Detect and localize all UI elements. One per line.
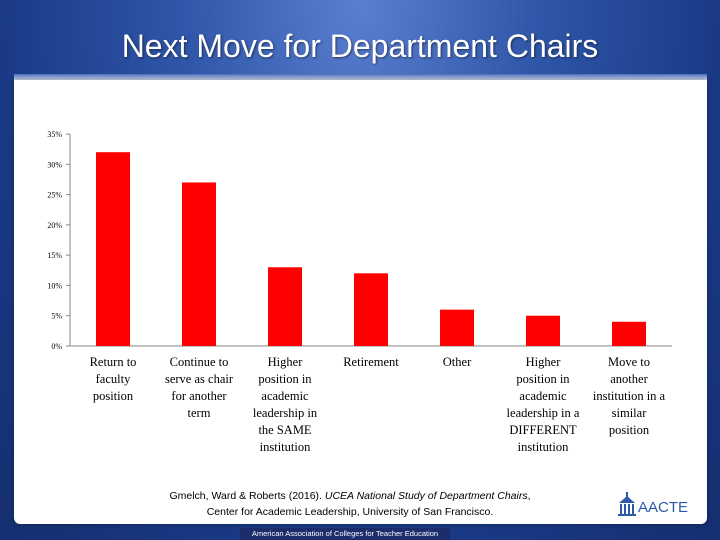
x-category-label: Higher position in academic leadership in a… bbox=[507, 355, 580, 454]
bar bbox=[268, 267, 302, 346]
aacte-logo: AACTE bbox=[616, 490, 702, 520]
bar bbox=[440, 309, 474, 346]
x-category-label: Other bbox=[443, 355, 472, 369]
citation-comma: , bbox=[527, 490, 531, 502]
bar bbox=[182, 182, 216, 346]
x-category-label: Continue to serve as chair for another term bbox=[165, 355, 234, 420]
bar bbox=[354, 273, 388, 346]
building-icon bbox=[618, 492, 636, 516]
panel-top-bar bbox=[14, 74, 707, 82]
bar bbox=[96, 152, 130, 346]
x-category-label: Return to faculty position bbox=[90, 355, 137, 403]
citation: Gmelch, Ward & Roberts (2016). UCEA Nati… bbox=[140, 488, 560, 520]
citation-study-title: UCEA National Study of Department Chairs bbox=[324, 490, 528, 502]
y-tick-label: 0% bbox=[51, 342, 62, 351]
citation-authors: Gmelch, Ward & Roberts (2016). bbox=[169, 490, 325, 502]
citation-source: Center for Academic Leadership, Universi… bbox=[206, 506, 494, 518]
logo-text: AACTE bbox=[638, 499, 689, 516]
bar bbox=[526, 315, 560, 346]
x-category-label: Retirement bbox=[343, 355, 399, 369]
y-tick-label: 10% bbox=[47, 281, 62, 290]
slide-title: Next Move for Department Chairs bbox=[121, 28, 599, 64]
y-tick-label: 25% bbox=[47, 191, 62, 200]
y-tick-label: 20% bbox=[47, 221, 62, 230]
x-category-label: Move to another institution in a similar pos… bbox=[593, 355, 666, 437]
bar bbox=[612, 321, 646, 346]
x-category-label: Higher position in academic leadership in th… bbox=[253, 355, 318, 454]
y-tick-label: 35% bbox=[47, 130, 62, 139]
y-tick-label: 15% bbox=[47, 251, 62, 260]
y-tick-label: 5% bbox=[51, 312, 62, 321]
footer-text: American Association of Colleges for Tea… bbox=[240, 528, 450, 540]
y-tick-label: 30% bbox=[47, 160, 62, 169]
